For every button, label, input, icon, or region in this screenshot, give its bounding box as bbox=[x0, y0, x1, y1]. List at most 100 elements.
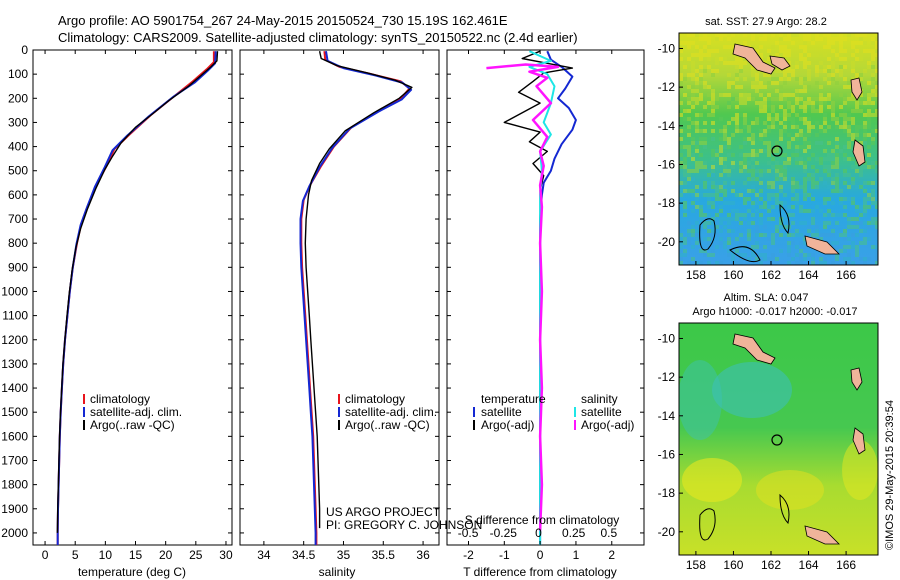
series-satellite-adj-clim- bbox=[299, 51, 413, 545]
sst-pixel bbox=[739, 221, 743, 225]
depth-tick-label: 1400 bbox=[1, 381, 28, 395]
sst-pixel bbox=[851, 69, 855, 73]
sst-pixel bbox=[715, 185, 719, 189]
sst-pixel bbox=[743, 61, 747, 65]
sst-pixel bbox=[723, 129, 727, 133]
sst-pixel bbox=[855, 129, 859, 133]
sst-pixel bbox=[695, 49, 699, 53]
sst-pixel bbox=[695, 97, 699, 101]
sst-pixel bbox=[715, 33, 719, 37]
sst-pixel bbox=[843, 181, 847, 185]
sst-pixel bbox=[827, 37, 831, 41]
sst-pixel bbox=[871, 221, 875, 225]
sst-pixel bbox=[799, 145, 803, 149]
sst-pixel bbox=[719, 33, 723, 37]
sst-pixel bbox=[799, 105, 803, 109]
sst-pixel bbox=[831, 153, 835, 157]
sst-pixel bbox=[779, 153, 783, 157]
sst-pixel bbox=[711, 221, 715, 225]
sst-pixel bbox=[803, 161, 807, 165]
sst-pixel bbox=[835, 177, 839, 181]
sst-pixel bbox=[831, 149, 835, 153]
sst-pixel bbox=[791, 205, 795, 209]
sst-pixel bbox=[683, 161, 687, 165]
sst-pixel bbox=[707, 53, 711, 57]
x2-tick-label: -0.25 bbox=[490, 526, 518, 540]
sst-pixel bbox=[719, 161, 723, 165]
sst-pixel bbox=[859, 81, 863, 85]
sst-pixel bbox=[871, 141, 875, 145]
legend-s-satellite-label: satellite bbox=[581, 405, 622, 419]
sst-pixel bbox=[771, 121, 775, 125]
sst-pixel bbox=[815, 229, 819, 233]
sst-pixel bbox=[691, 201, 695, 205]
sst-pixel bbox=[767, 257, 771, 261]
sst-pixel bbox=[839, 65, 843, 69]
sst-pixel bbox=[831, 117, 835, 121]
sst-pixel bbox=[731, 85, 735, 89]
sst-pixel bbox=[779, 69, 783, 73]
sst-pixel bbox=[783, 73, 787, 77]
sst-pixel bbox=[787, 69, 791, 73]
sst-pixel bbox=[811, 209, 815, 213]
sst-pixel bbox=[755, 101, 759, 105]
sst-pixel bbox=[831, 113, 835, 117]
sst-pixel bbox=[759, 217, 763, 221]
sst-pixel bbox=[699, 153, 703, 157]
sst-pixel bbox=[779, 97, 783, 101]
sst-pixel bbox=[863, 33, 867, 37]
sst-pixel bbox=[843, 245, 847, 249]
sst-pixel bbox=[855, 125, 859, 129]
sst-pixel bbox=[747, 257, 751, 261]
sst-pixel bbox=[767, 193, 771, 197]
sst-pixel bbox=[803, 41, 807, 45]
sst-pixel bbox=[711, 173, 715, 177]
sst-pixel bbox=[771, 53, 775, 57]
sst-pixel bbox=[707, 65, 711, 69]
sst-pixel bbox=[723, 93, 727, 97]
sla-map-frame bbox=[678, 322, 879, 556]
sst-pixel bbox=[823, 77, 827, 81]
sst-pixel bbox=[739, 113, 743, 117]
sst-pixel bbox=[815, 133, 819, 137]
legend-salinity-title: salinity bbox=[581, 392, 618, 406]
sst-pixel bbox=[723, 57, 727, 61]
sst-pixel bbox=[843, 37, 847, 41]
sst-pixel bbox=[795, 157, 799, 161]
sst-pixel bbox=[843, 85, 847, 89]
sst-pixel bbox=[875, 41, 878, 45]
sst-pixel bbox=[779, 225, 783, 229]
sst-pixel bbox=[715, 221, 719, 225]
sst-pixel bbox=[711, 89, 715, 93]
sst-pixel bbox=[875, 229, 878, 233]
sst-pixel bbox=[759, 133, 763, 137]
sst-pixel bbox=[819, 97, 823, 101]
sst-pixel bbox=[803, 149, 807, 153]
sst-pixel bbox=[699, 65, 703, 69]
sst-pixel bbox=[759, 93, 763, 97]
sst-pixel bbox=[715, 69, 719, 73]
sst-pixel bbox=[759, 193, 763, 197]
sst-pixel bbox=[783, 161, 787, 165]
sst-pixel bbox=[839, 53, 843, 57]
sst-pixel bbox=[863, 129, 867, 133]
sst-pixel bbox=[755, 233, 759, 237]
sst-pixel bbox=[755, 197, 759, 201]
sst-pixel bbox=[831, 77, 835, 81]
legend-climatology-label: climatology bbox=[90, 392, 150, 406]
sst-pixel bbox=[763, 257, 767, 261]
sst-pixel bbox=[835, 81, 839, 85]
sst-pixel bbox=[735, 129, 739, 133]
sst-pixel bbox=[779, 177, 783, 181]
sst-pixel bbox=[695, 169, 699, 173]
x-tick-label: 34 bbox=[257, 548, 271, 562]
sst-pixel bbox=[867, 181, 871, 185]
sst-pixel bbox=[687, 97, 691, 101]
sst-pixel bbox=[799, 81, 803, 85]
sst-pixel bbox=[819, 141, 823, 145]
sst-pixel bbox=[807, 253, 811, 257]
sst-pixel bbox=[743, 113, 747, 117]
sst-pixel bbox=[875, 37, 878, 41]
sst-pixel bbox=[799, 261, 803, 265]
sst-pixel bbox=[775, 165, 779, 169]
